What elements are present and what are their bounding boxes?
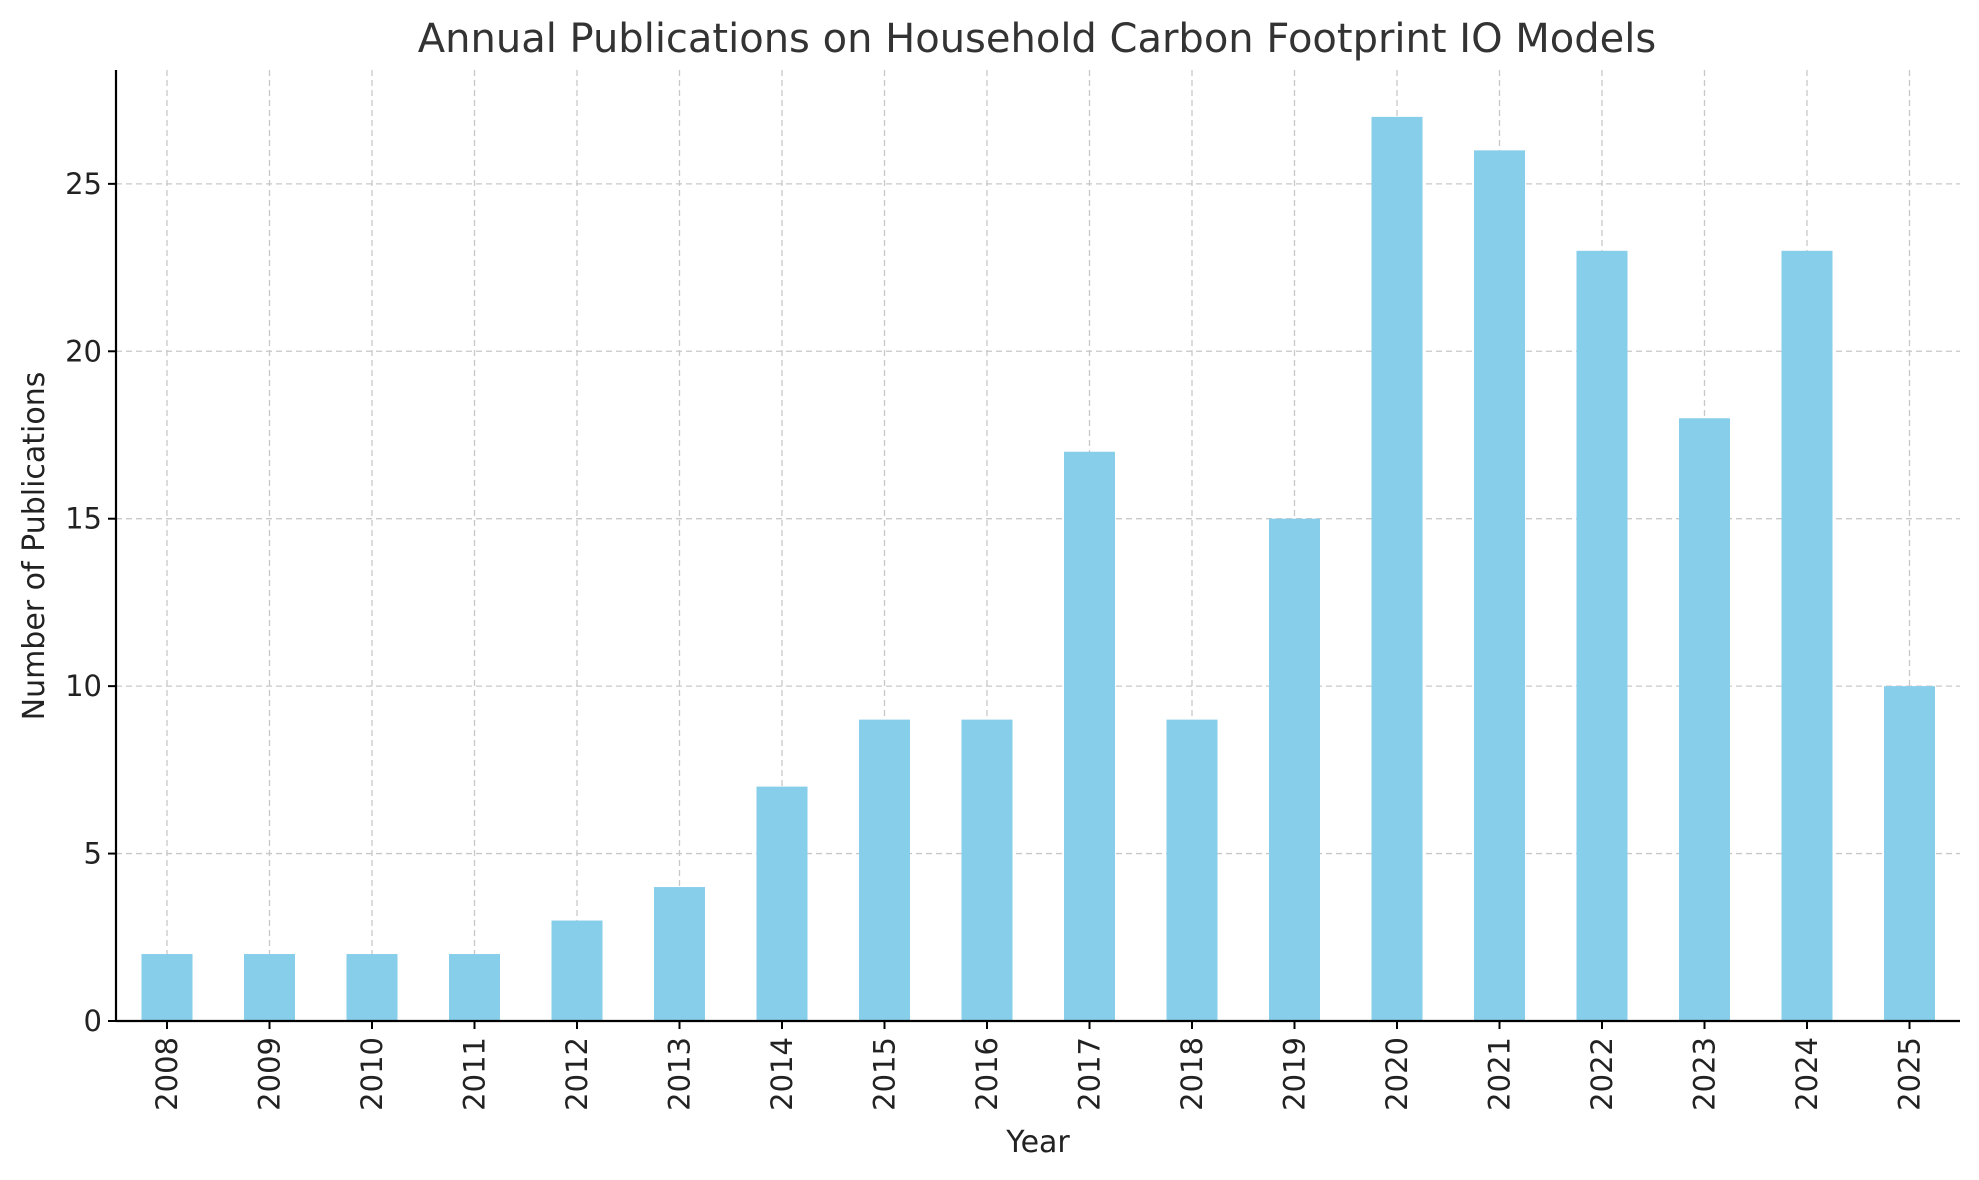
bar bbox=[654, 887, 705, 1021]
bar bbox=[346, 954, 398, 1021]
y-tick-label: 10 bbox=[65, 669, 102, 703]
x-tick-label: 2009 bbox=[253, 1037, 287, 1111]
x-tick-label: 2024 bbox=[1790, 1037, 1824, 1111]
bar bbox=[1371, 116, 1423, 1022]
y-tick-label: 20 bbox=[65, 334, 102, 368]
y-tick-label: 15 bbox=[65, 502, 102, 536]
y-tick-label: 0 bbox=[84, 1004, 102, 1038]
bar bbox=[859, 719, 910, 1021]
x-tick-label: 2022 bbox=[1585, 1037, 1619, 1111]
x-tick-label: 2017 bbox=[1073, 1037, 1107, 1111]
bar bbox=[244, 954, 295, 1021]
y-axis-label: Number of Publications bbox=[17, 372, 52, 721]
y-tick-label: 25 bbox=[65, 167, 102, 201]
bar bbox=[961, 719, 1013, 1021]
x-tick-label: 2013 bbox=[663, 1037, 697, 1111]
bar bbox=[1576, 250, 1628, 1021]
x-tick-label: 2020 bbox=[1380, 1037, 1414, 1111]
x-tick-label: 2021 bbox=[1483, 1037, 1517, 1111]
x-tick-label: 2015 bbox=[868, 1037, 902, 1111]
bar bbox=[551, 920, 603, 1021]
x-tick-label: 2012 bbox=[560, 1037, 594, 1111]
bar bbox=[756, 786, 808, 1021]
bar bbox=[1474, 150, 1525, 1021]
x-tick-label: 2011 bbox=[458, 1037, 492, 1111]
bar bbox=[1064, 451, 1115, 1021]
x-tick-label: 2008 bbox=[150, 1037, 184, 1111]
y-ticks: 0 5 10 15 20 25 bbox=[65, 167, 116, 1038]
bar bbox=[1269, 518, 1320, 1021]
x-tick-label: 2014 bbox=[765, 1037, 799, 1111]
bar bbox=[141, 954, 193, 1021]
x-axis-label: Year bbox=[1005, 1125, 1070, 1160]
x-tick-label: 2025 bbox=[1893, 1037, 1927, 1111]
bar bbox=[1166, 719, 1218, 1021]
x-tick-label: 2018 bbox=[1175, 1037, 1209, 1111]
axes bbox=[114, 70, 1960, 1023]
bars bbox=[141, 116, 1935, 1022]
x-tick-label: 2016 bbox=[970, 1037, 1004, 1111]
bar bbox=[1679, 418, 1730, 1021]
x-tick-label: 2010 bbox=[355, 1037, 389, 1111]
x-ticks: 2008 2009 2010 2011 2012 2013 2014 2015 2016 2017… bbox=[150, 1021, 1927, 1111]
x-tick-label: 2023 bbox=[1688, 1037, 1722, 1111]
bar bbox=[1781, 250, 1833, 1021]
bar bbox=[449, 954, 500, 1021]
chart-title: Annual Publications on Household Carbon … bbox=[418, 16, 1656, 62]
y-tick-label: 5 bbox=[84, 837, 102, 871]
bar bbox=[1884, 686, 1935, 1021]
x-tick-label: 2019 bbox=[1278, 1037, 1312, 1111]
